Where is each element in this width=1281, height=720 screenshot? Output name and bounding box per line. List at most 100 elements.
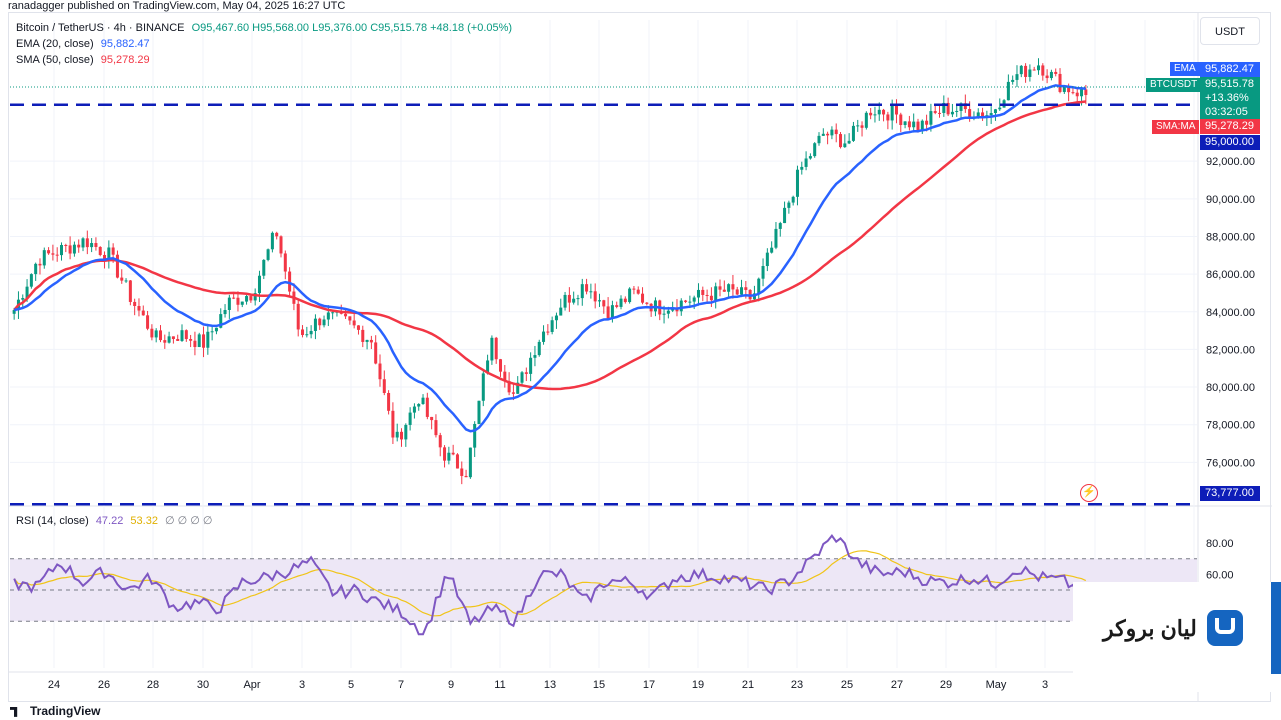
- currency-button[interactable]: USDT: [1200, 17, 1260, 45]
- candle-body: [189, 339, 193, 341]
- candle-body: [451, 452, 455, 455]
- candle-body: [916, 121, 920, 132]
- candle-body: [899, 114, 903, 126]
- candle-body: [1032, 69, 1036, 71]
- ema-legend[interactable]: EMA (20, close) 95,882.47: [16, 38, 154, 50]
- price-tick-label: 90,000.00: [1206, 194, 1255, 206]
- candle-body: [51, 253, 55, 255]
- candle-body: [1080, 89, 1084, 97]
- candle-body: [55, 254, 59, 256]
- candle-body: [920, 120, 924, 132]
- candle-body: [245, 296, 249, 302]
- candle-body: [361, 329, 365, 342]
- candle-body: [1019, 65, 1023, 75]
- ema-20-line: [13, 84, 1087, 433]
- broker-overlay: لیان بروکر: [1073, 582, 1281, 692]
- candle-body: [1084, 89, 1088, 96]
- alert-icon[interactable]: ⚡: [1080, 484, 1098, 502]
- candle-body: [946, 102, 950, 115]
- candle-body: [318, 318, 322, 326]
- candle-body: [800, 166, 804, 170]
- candle-body: [817, 135, 821, 144]
- time-tick-label: 29: [940, 679, 952, 691]
- candle-body: [309, 330, 313, 335]
- candle-body: [81, 238, 85, 248]
- candle-body: [529, 357, 533, 374]
- tradingview-wordmark: TradingView: [30, 704, 101, 718]
- candle-countdown: 03:32:05: [1205, 106, 1248, 118]
- candle-body: [236, 297, 240, 305]
- candle-body: [275, 232, 279, 237]
- candle-body: [29, 274, 33, 287]
- candle-body: [180, 330, 184, 341]
- candle-body: [989, 113, 993, 116]
- candle-body: [731, 284, 735, 290]
- candle-body: [856, 125, 860, 127]
- candle-body: [722, 289, 726, 292]
- candle-body: [120, 277, 124, 281]
- moving-averages: [10, 84, 1197, 433]
- candle-body: [124, 280, 128, 282]
- candle-body: [210, 331, 214, 333]
- candle-body: [537, 341, 541, 356]
- publisher-credit: ranadagger published on TradingView.com,…: [8, 0, 346, 12]
- sma-50-line: [13, 100, 1086, 391]
- candle-body: [47, 250, 51, 254]
- tradingview-logo[interactable]: TradingView: [10, 704, 100, 718]
- candle-body: [473, 423, 477, 448]
- candle-body: [331, 312, 335, 314]
- candle-body: [68, 245, 72, 254]
- candle-body: [886, 114, 890, 121]
- candle-body: [542, 331, 546, 342]
- candle-body: [77, 244, 81, 248]
- candle-body: [270, 232, 274, 250]
- time-tick-label: 17: [643, 679, 655, 691]
- candle-body: [176, 338, 180, 341]
- candle-body: [219, 314, 223, 328]
- candle-body: [150, 328, 154, 338]
- candle-body: [696, 289, 700, 298]
- time-tick-label: 11: [494, 679, 505, 691]
- candle-body: [942, 102, 946, 113]
- candle-body: [925, 120, 929, 125]
- candle-body: [107, 247, 111, 260]
- candle-body: [301, 329, 305, 336]
- candle-body: [761, 266, 765, 279]
- candle-body: [455, 454, 459, 469]
- candle-body: [137, 305, 141, 311]
- symbol-legend: Bitcoin / TetherUS · 4h · BINANCE O95,46…: [16, 22, 516, 34]
- candle-body: [787, 202, 791, 208]
- rsi-value: 47.22: [95, 515, 124, 527]
- candle-body: [933, 111, 937, 113]
- candle-body: [597, 300, 602, 302]
- sma-legend[interactable]: SMA (50, close) 95,278.29: [16, 54, 154, 66]
- candle-body: [998, 107, 1002, 110]
- candle-body: [959, 103, 963, 111]
- rsi-tick-label: 80.00: [1206, 538, 1234, 550]
- candle-body: [326, 312, 330, 320]
- candle-body: [783, 207, 787, 224]
- rsi-extra: ∅ ∅ ∅ ∅: [165, 515, 213, 527]
- candle-body: [197, 334, 201, 348]
- candle-body: [610, 305, 614, 319]
- candle-body: [894, 105, 898, 115]
- time-tick-label: 19: [692, 679, 704, 691]
- candle-body: [873, 114, 877, 116]
- candle-body: [1006, 81, 1010, 101]
- candle-body: [701, 289, 705, 295]
- candle-body: [602, 300, 606, 307]
- candle-body: [735, 289, 739, 295]
- candle-body: [808, 156, 812, 159]
- price-axis: 76,000.00 78,000.00 80,000.00 82,000.00 84,0…: [1206, 156, 1255, 469]
- candle-body: [757, 278, 761, 294]
- candle-body: [890, 105, 894, 121]
- candle-body: [232, 297, 236, 299]
- time-tick-label: 24: [48, 679, 60, 691]
- rsi-legend[interactable]: RSI (14, close) 47.22 53.32 ∅ ∅ ∅ ∅: [16, 514, 217, 527]
- broker-logo-icon: [1207, 610, 1243, 646]
- broker-accent-bar: [1271, 582, 1281, 674]
- candle-body: [684, 300, 688, 302]
- candle-body: [795, 169, 799, 197]
- price-tick-label: 78,000.00: [1206, 420, 1255, 432]
